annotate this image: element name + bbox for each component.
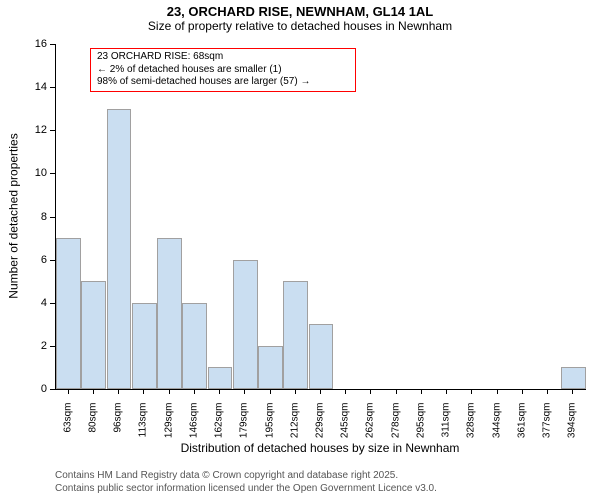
y-tick-mark (50, 130, 55, 131)
x-tick-label: 278sqm (390, 403, 401, 453)
y-tick-label: 2 (25, 340, 47, 352)
x-tick-mark (471, 389, 472, 394)
y-tick-label: 16 (25, 38, 47, 50)
x-tick-mark (421, 389, 422, 394)
x-tick-label: 80sqm (87, 403, 98, 453)
y-tick-mark (50, 44, 55, 45)
y-axis-label: Number of detached properties (6, 43, 20, 388)
x-tick-label: 179sqm (239, 403, 250, 453)
bar (107, 109, 132, 389)
x-tick-mark (270, 389, 271, 394)
x-tick-label: 229sqm (315, 403, 326, 453)
footer-line-2: Contains public sector information licen… (55, 483, 437, 496)
y-tick-label: 12 (25, 124, 47, 136)
x-tick-mark (345, 389, 346, 394)
x-tick-mark (370, 389, 371, 394)
bar (561, 367, 586, 389)
x-tick-label: 344sqm (491, 403, 502, 453)
chart-title-2: Size of property relative to detached ho… (0, 19, 600, 33)
plot-area (55, 44, 586, 390)
x-tick-mark (143, 389, 144, 394)
bar (309, 324, 334, 389)
bar (182, 303, 207, 389)
bar (258, 346, 283, 389)
bar (208, 367, 233, 389)
x-tick-label: 113sqm (138, 403, 149, 453)
x-tick-label: 195sqm (264, 403, 275, 453)
x-tick-mark (68, 389, 69, 394)
x-tick-mark (244, 389, 245, 394)
bar (132, 303, 157, 389)
y-tick-label: 14 (25, 81, 47, 93)
x-tick-label: 377sqm (542, 403, 553, 453)
y-tick-mark (50, 260, 55, 261)
x-tick-label: 96sqm (113, 403, 124, 453)
x-tick-mark (446, 389, 447, 394)
x-tick-mark (169, 389, 170, 394)
y-tick-label: 10 (25, 167, 47, 179)
y-tick-mark (50, 303, 55, 304)
x-tick-mark (547, 389, 548, 394)
y-tick-mark (50, 87, 55, 88)
y-tick-mark (50, 346, 55, 347)
x-tick-label: 394sqm (567, 403, 578, 453)
chart-title-1: 23, ORCHARD RISE, NEWNHAM, GL14 1AL (0, 0, 600, 19)
x-tick-label: 328sqm (466, 403, 477, 453)
x-tick-label: 245sqm (340, 403, 351, 453)
y-tick-label: 6 (25, 254, 47, 266)
bar (283, 281, 308, 389)
x-tick-mark (219, 389, 220, 394)
x-tick-mark (320, 389, 321, 394)
x-tick-mark (194, 389, 195, 394)
annotation-line-1: 23 ORCHARD RISE: 68sqm (97, 51, 349, 64)
y-tick-mark (50, 217, 55, 218)
y-tick-mark (50, 389, 55, 390)
annotation-box: 23 ORCHARD RISE: 68sqm ← 2% of detached … (90, 48, 356, 92)
chart-container: 23, ORCHARD RISE, NEWNHAM, GL14 1AL Size… (0, 0, 600, 500)
y-tick-label: 4 (25, 297, 47, 309)
x-tick-label: 361sqm (516, 403, 527, 453)
y-tick-label: 8 (25, 211, 47, 223)
x-tick-mark (93, 389, 94, 394)
x-tick-mark (118, 389, 119, 394)
x-tick-label: 129sqm (163, 403, 174, 453)
x-tick-mark (497, 389, 498, 394)
bar (81, 281, 106, 389)
footer-attribution: Contains HM Land Registry data © Crown c… (55, 470, 437, 495)
y-tick-mark (50, 173, 55, 174)
bar (233, 260, 258, 389)
bar (157, 238, 182, 389)
bar (56, 238, 81, 389)
x-tick-label: 146sqm (188, 403, 199, 453)
x-tick-label: 212sqm (289, 403, 300, 453)
annotation-line-3: 98% of semi-detached houses are larger (… (97, 76, 349, 89)
x-tick-label: 295sqm (415, 403, 426, 453)
y-tick-label: 0 (25, 383, 47, 395)
annotation-line-2: ← 2% of detached houses are smaller (1) (97, 64, 349, 77)
x-tick-label: 262sqm (365, 403, 376, 453)
x-tick-mark (396, 389, 397, 394)
x-tick-label: 63sqm (62, 403, 73, 453)
x-tick-mark (295, 389, 296, 394)
footer-line-1: Contains HM Land Registry data © Crown c… (55, 470, 437, 483)
x-tick-label: 162sqm (214, 403, 225, 453)
x-tick-mark (522, 389, 523, 394)
x-tick-mark (572, 389, 573, 394)
x-tick-label: 311sqm (441, 403, 452, 453)
